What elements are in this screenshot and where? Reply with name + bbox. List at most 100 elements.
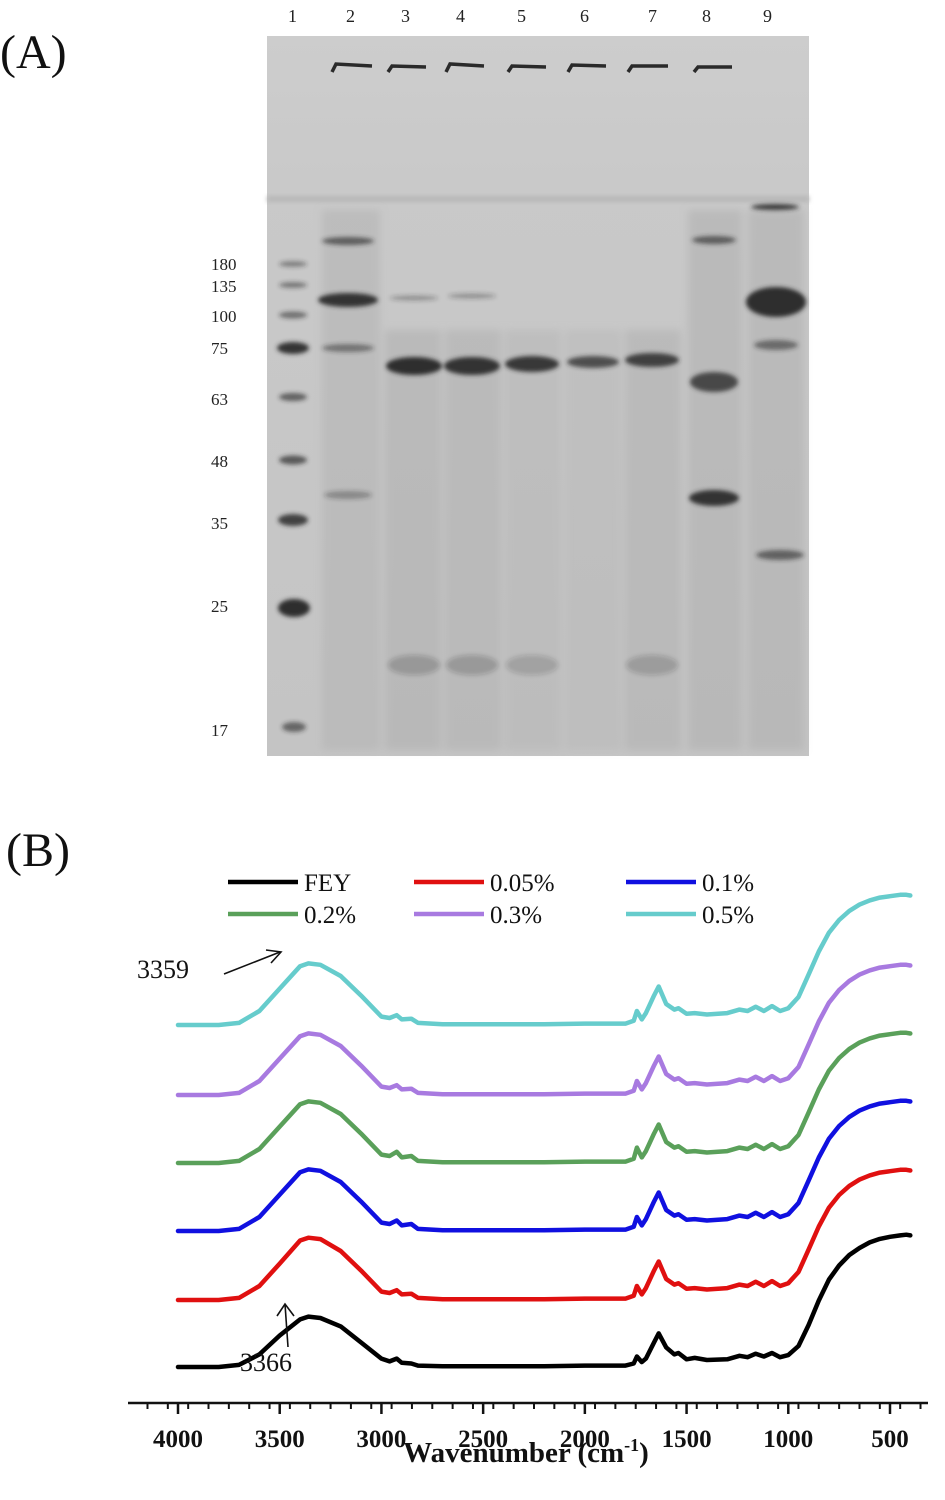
series-line-1 [175, 1232, 913, 1370]
x-axis-title-close: ) [639, 1437, 649, 1469]
series-group [175, 892, 913, 1370]
x-tick-label: 500 [871, 1426, 909, 1453]
lane-number: 2 [346, 6, 355, 26]
sample-band [746, 287, 806, 317]
marker-band [278, 599, 310, 617]
annotation-arrow [284, 1303, 289, 1348]
marker-band [279, 261, 307, 267]
lane-number: 4 [456, 6, 465, 26]
x-tick-label: 3000 [356, 1426, 406, 1453]
marker-mw-labels: 180 135 100 75 63 48 35 25 17 [211, 255, 237, 740]
smear-lane-7 [625, 330, 681, 750]
lane-number: 9 [763, 6, 772, 26]
lane-number: 3 [401, 6, 410, 26]
sample-band [386, 357, 442, 375]
series-line-6 [175, 892, 913, 1028]
marker-band [279, 455, 307, 465]
panel-a-gel: (A) 1 2 3 4 5 [0, 6, 809, 756]
sample-band [444, 357, 500, 375]
series-line-2 [175, 1167, 913, 1303]
smear-lane-5 [505, 330, 561, 750]
series-line-5 [175, 962, 913, 1098]
well-7 [626, 64, 668, 73]
well-2 [330, 62, 373, 73]
sample-band [388, 655, 440, 675]
legend-label: 0.1% [702, 870, 754, 897]
marker-band [279, 311, 307, 319]
legend-label: FEY [304, 870, 351, 897]
sample-band [754, 340, 798, 350]
mw-label: 17 [211, 721, 229, 740]
sample-band [625, 353, 679, 367]
lane-numbers: 1 2 3 4 5 6 7 8 9 [288, 6, 772, 26]
x-axis-ticks: 4000 3500 3000 2500 2000 1500 1000 500 [146, 1403, 922, 1453]
well-4 [444, 62, 485, 73]
x-tick-label: 1500 [662, 1426, 712, 1453]
x-tick-label: 4000 [153, 1426, 203, 1453]
sample-band [505, 356, 559, 372]
legend: FEY 0.05% 0.1% 0.2% 0.3% 0.5% [228, 870, 754, 929]
well-8 [692, 65, 732, 74]
sample-band [751, 204, 799, 210]
marker-band [279, 282, 307, 288]
mw-label: 63 [211, 390, 228, 409]
lane-number: 1 [288, 6, 297, 26]
annotation-arrowhead [276, 1302, 295, 1317]
well-3 [386, 64, 427, 73]
gel-bands [277, 204, 806, 732]
smear-lane-3 [385, 330, 441, 750]
mw-label: 180 [211, 255, 237, 274]
x-tick-label: 3500 [255, 1426, 305, 1453]
mw-label: 48 [211, 452, 228, 471]
sample-band [390, 295, 438, 301]
panel-b-chart: (B) FEY 0.05% 0.1% 0.2% 0.3% 0.5% 3359 3366 40… [6, 824, 928, 1469]
sample-band [692, 236, 736, 244]
marker-band [278, 514, 308, 526]
gel-wells [330, 62, 732, 74]
panel-a-label: (A) [0, 26, 67, 79]
smear-lane-8 [688, 210, 742, 750]
annotation-label: 3359 [137, 955, 189, 984]
legend-label: 0.2% [304, 902, 356, 929]
sample-band [322, 237, 374, 245]
x-tick-label: 2500 [458, 1426, 508, 1453]
annotation-arrowhead [265, 949, 283, 964]
lane-number: 7 [648, 6, 657, 26]
sample-band [690, 372, 738, 392]
sample-band [448, 293, 496, 299]
stacking-gel-boundary [267, 196, 809, 202]
well-5 [506, 64, 547, 73]
sample-band [756, 550, 804, 560]
annotation-label: 3366 [240, 1348, 292, 1377]
x-axis-title: Wavenumber (cm-1) [403, 1435, 649, 1469]
well-6 [566, 63, 607, 73]
sample-band [324, 491, 372, 499]
series-line-3 [175, 1098, 913, 1234]
x-axis-title-superscript: -1 [624, 1435, 639, 1455]
lane-number: 5 [517, 6, 526, 26]
x-tick-label: 2000 [560, 1426, 610, 1453]
mw-label: 75 [211, 339, 228, 358]
marker-band [277, 342, 309, 354]
smear-lane-2 [322, 210, 380, 750]
sample-band [567, 356, 619, 368]
sample-band [322, 344, 374, 352]
marker-band [282, 722, 306, 732]
annotations: 3359 3366 [137, 949, 295, 1377]
mw-label: 135 [211, 277, 237, 296]
smear-lane-6 [565, 330, 621, 750]
legend-label: 0.3% [490, 902, 542, 929]
smear-lane-4 [445, 330, 501, 750]
legend-label: 0.05% [490, 870, 555, 897]
sample-band [446, 655, 498, 675]
x-axis-title-main: Wavenumber (cm [403, 1437, 624, 1469]
sample-band [626, 655, 678, 675]
sample-band [689, 490, 739, 506]
lane-number: 6 [580, 6, 589, 26]
sample-band [506, 655, 558, 675]
x-tick-label: 1000 [763, 1426, 813, 1453]
series-line-4 [175, 1030, 913, 1166]
legend-label: 0.5% [702, 902, 754, 929]
panel-b-label: (B) [6, 824, 70, 877]
